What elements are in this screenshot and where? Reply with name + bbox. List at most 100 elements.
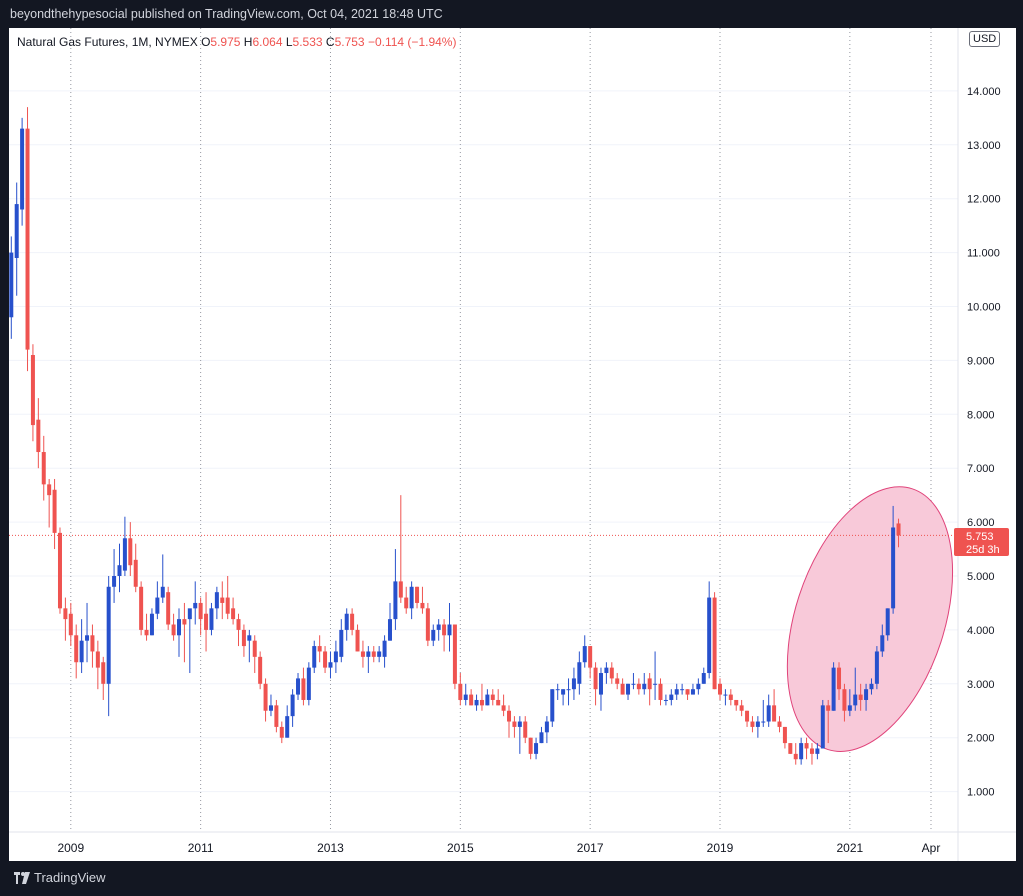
candle[interactable] bbox=[344, 608, 349, 641]
candle[interactable] bbox=[68, 602, 73, 647]
candle[interactable] bbox=[647, 673, 652, 706]
candle[interactable] bbox=[187, 608, 192, 674]
candle[interactable] bbox=[339, 619, 344, 663]
candle[interactable] bbox=[117, 543, 122, 593]
candle[interactable] bbox=[577, 651, 582, 695]
candle[interactable] bbox=[626, 683, 631, 700]
candle[interactable] bbox=[469, 689, 474, 706]
candle[interactable] bbox=[609, 662, 614, 684]
candle[interactable] bbox=[474, 694, 479, 711]
candle[interactable] bbox=[761, 699, 766, 727]
candle[interactable] bbox=[398, 495, 403, 603]
candle[interactable] bbox=[826, 699, 831, 744]
candle[interactable] bbox=[333, 640, 338, 674]
candle[interactable] bbox=[739, 699, 744, 717]
candle[interactable] bbox=[723, 689, 728, 706]
candle[interactable] bbox=[409, 581, 414, 620]
candle[interactable] bbox=[598, 667, 603, 711]
candle[interactable] bbox=[669, 689, 674, 706]
candle[interactable] bbox=[777, 716, 782, 733]
candle[interactable] bbox=[241, 624, 246, 657]
candle[interactable] bbox=[561, 689, 566, 706]
candle[interactable] bbox=[658, 678, 663, 706]
candle[interactable] bbox=[528, 737, 533, 760]
candle[interactable] bbox=[550, 689, 555, 727]
candle[interactable] bbox=[393, 549, 398, 630]
candle[interactable] bbox=[750, 716, 755, 733]
candle[interactable] bbox=[360, 640, 365, 668]
candle[interactable] bbox=[63, 597, 68, 641]
candle[interactable] bbox=[869, 678, 874, 695]
candle[interactable] bbox=[290, 689, 295, 727]
candle[interactable] bbox=[782, 726, 787, 749]
candle[interactable] bbox=[523, 716, 528, 744]
candle[interactable] bbox=[279, 721, 284, 744]
candle[interactable] bbox=[350, 608, 355, 636]
candle[interactable] bbox=[220, 581, 225, 620]
candle[interactable] bbox=[36, 398, 41, 469]
candle[interactable] bbox=[101, 656, 106, 700]
candle[interactable] bbox=[47, 478, 52, 528]
candle[interactable] bbox=[268, 694, 273, 717]
currency-button[interactable]: USD bbox=[969, 31, 1001, 47]
candle[interactable] bbox=[799, 737, 804, 765]
candle[interactable] bbox=[52, 478, 57, 550]
candle[interactable] bbox=[160, 554, 165, 603]
candle[interactable] bbox=[891, 505, 896, 614]
candle[interactable] bbox=[588, 646, 593, 679]
candle[interactable] bbox=[382, 635, 387, 668]
candle[interactable] bbox=[831, 662, 836, 711]
candle[interactable] bbox=[225, 576, 230, 620]
candle[interactable] bbox=[149, 608, 154, 636]
candle[interactable] bbox=[252, 635, 257, 674]
candle[interactable] bbox=[501, 694, 506, 717]
candle[interactable] bbox=[571, 667, 576, 700]
candle[interactable] bbox=[371, 646, 376, 663]
candle[interactable] bbox=[442, 619, 447, 652]
symbol-name[interactable]: Natural Gas Futures, 1M, NYMEX bbox=[17, 35, 198, 49]
candle[interactable] bbox=[685, 689, 690, 700]
candle[interactable] bbox=[41, 435, 46, 501]
candle[interactable] bbox=[231, 597, 236, 625]
candle[interactable] bbox=[479, 683, 484, 711]
candle[interactable] bbox=[793, 743, 798, 765]
candle[interactable] bbox=[604, 662, 609, 684]
candle[interactable] bbox=[133, 543, 138, 593]
candle[interactable] bbox=[387, 602, 392, 641]
candle[interactable] bbox=[631, 673, 636, 690]
candle[interactable] bbox=[815, 743, 820, 760]
candle[interactable] bbox=[804, 737, 809, 760]
candle[interactable] bbox=[312, 640, 317, 674]
candle[interactable] bbox=[285, 705, 290, 738]
candle[interactable] bbox=[204, 592, 209, 652]
candle[interactable] bbox=[447, 602, 452, 652]
candle[interactable] bbox=[517, 716, 522, 754]
candle[interactable] bbox=[820, 699, 825, 749]
candle[interactable] bbox=[842, 683, 847, 722]
candle[interactable] bbox=[323, 646, 328, 674]
candle[interactable] bbox=[864, 683, 869, 711]
candle[interactable] bbox=[247, 629, 252, 663]
candle[interactable] bbox=[296, 673, 301, 700]
candle[interactable] bbox=[544, 716, 549, 744]
candle[interactable] bbox=[263, 678, 268, 722]
candle[interactable] bbox=[193, 581, 198, 625]
candle[interactable] bbox=[112, 549, 117, 603]
candle[interactable] bbox=[858, 683, 863, 711]
candle[interactable] bbox=[166, 586, 171, 630]
candle[interactable] bbox=[853, 667, 858, 711]
candle[interactable] bbox=[534, 737, 539, 760]
candle[interactable] bbox=[696, 678, 701, 695]
candle[interactable] bbox=[674, 683, 679, 700]
candle[interactable] bbox=[90, 624, 95, 668]
candle[interactable] bbox=[436, 619, 441, 641]
candle[interactable] bbox=[30, 344, 35, 442]
candle[interactable] bbox=[139, 581, 144, 636]
candle[interactable] bbox=[755, 716, 760, 738]
candle[interactable] bbox=[214, 586, 219, 620]
candle[interactable] bbox=[582, 635, 587, 668]
candle[interactable] bbox=[885, 608, 890, 641]
candle[interactable] bbox=[745, 710, 750, 727]
candle[interactable] bbox=[463, 683, 468, 706]
